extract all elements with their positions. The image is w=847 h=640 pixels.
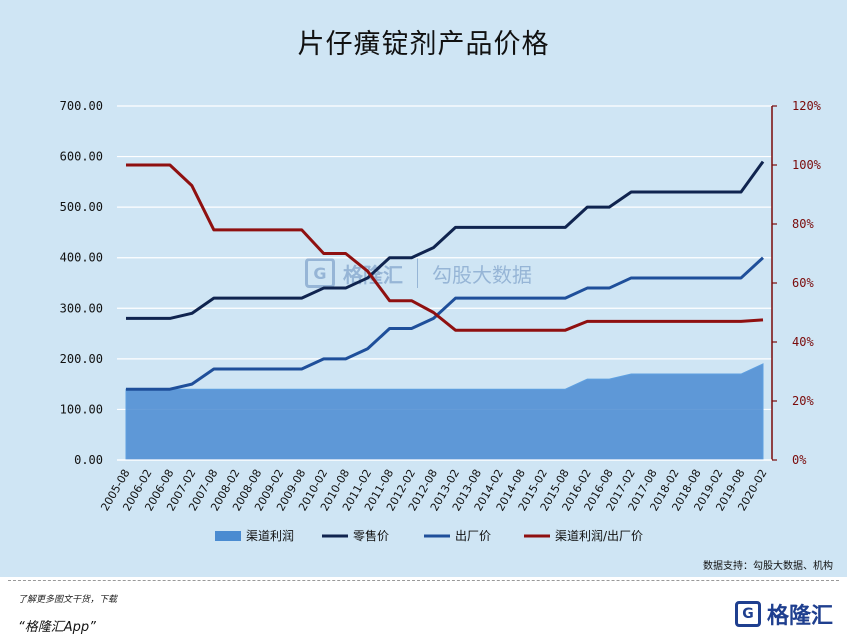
watermark-logo-icon: G (305, 258, 335, 288)
y-right-tick-label: 60% (792, 276, 814, 290)
left-axis: 0.00 100.00 200.00 300.00 400.00 500.00 600.00… (60, 99, 103, 467)
y-left-tick-label: 100.00 (60, 402, 103, 416)
y-right-tick-label: 0% (792, 453, 807, 467)
watermark-separator (417, 258, 418, 288)
y-left-tick-label: 300.00 (60, 301, 103, 315)
series-line-retail-price (126, 160, 765, 320)
y-left-tick-label: 400.00 (60, 251, 103, 265)
y-right-tick-label: 100% (792, 158, 822, 172)
area-series-layer (125, 363, 764, 461)
y-right-tick-label: 120% (792, 99, 822, 113)
y-left-tick-label: 0.00 (74, 453, 103, 467)
y-right-tick-label: 20% (792, 394, 814, 408)
right-axis: 0% 20% 40% 60% 80% 100% 120% (771, 99, 822, 467)
y-left-tick-label: 200.00 (60, 352, 103, 366)
y-left-tick-label: 600.00 (60, 150, 103, 164)
watermark-name-2: 勾股大数据 (432, 262, 532, 287)
y-right-tick-label: 40% (792, 335, 814, 349)
chart-panel (0, 0, 847, 577)
chart-title: 片仔癀锭剂产品价格 (297, 29, 550, 60)
legend-item-channel-profit-label: 渠道利润 (246, 529, 294, 543)
legend-item-retail-price-label: 零售价 (353, 528, 389, 543)
line-series-layer (126, 160, 765, 391)
x-axis: 2005-082006-022006-082007-022007-082008-… (98, 459, 772, 513)
brand-name: 格隆汇 (766, 604, 833, 629)
legend-item-factory-price-label: 出厂价 (455, 529, 491, 543)
footer-promo-text: 了解更多图文干货，下载 (18, 595, 118, 605)
brand-logo-icon: G (734, 601, 761, 627)
legend: 渠道利润 零售价 出厂价 渠道利润/出厂价 (215, 528, 643, 543)
data-source-note: 数据支持：勾股大数据、机构 (703, 561, 833, 572)
series-area-channel-profit (125, 363, 764, 461)
y-right-tick-label: 80% (792, 217, 814, 231)
price-chart: 0.00 100.00 200.00 300.00 400.00 500.00 600.00… (60, 99, 822, 543)
legend-item-profit-ratio-label: 渠道利润/出厂价 (555, 529, 643, 543)
footer-app-name: “格隆汇App” (18, 620, 96, 635)
legend-item-channel-profit-swatch (215, 531, 241, 541)
series-line-factory-price (126, 256, 765, 391)
watermark: G 格隆汇 勾股大数据 (305, 258, 532, 288)
y-left-tick-label: 700.00 (60, 99, 103, 113)
series-line-profit-ratio (126, 163, 764, 332)
footer-divider (8, 580, 839, 581)
y-left-tick-label: 500.00 (60, 200, 103, 214)
brand-logo[interactable]: G 格隆汇 (734, 598, 833, 630)
